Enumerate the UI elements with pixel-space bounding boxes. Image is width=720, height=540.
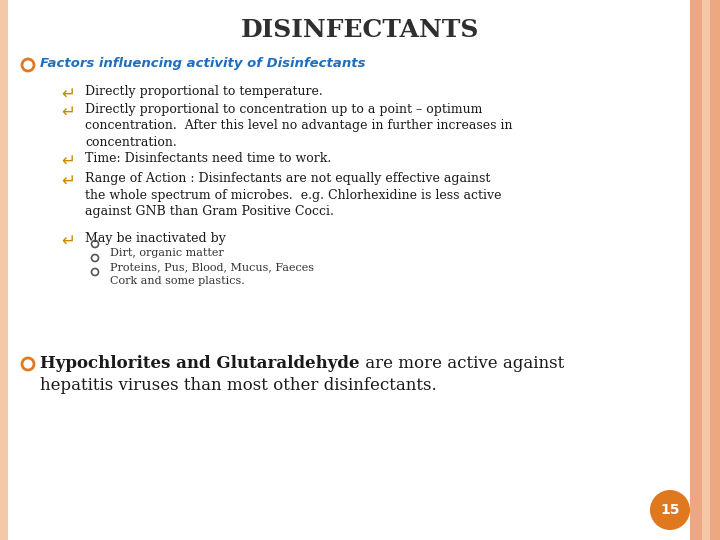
Text: 15: 15 [660,503,680,517]
Bar [0,0,8,540]
Text: Proteins, Pus, Blood, Mucus, Faeces: Proteins, Pus, Blood, Mucus, Faeces [110,262,314,272]
Bar [710,0,720,540]
Text: May be inactivated by: May be inactivated by [85,232,226,245]
Text: ↵: ↵ [61,152,75,170]
Text: Dirt, organic matter: Dirt, organic matter [110,248,224,258]
Text: Directly proportional to temperature.: Directly proportional to temperature. [85,85,323,98]
Text: DISINFECTANTS: DISINFECTANTS [240,18,480,42]
Text: ↵: ↵ [61,85,75,103]
Text: hepatitis viruses than most other disinfectants.: hepatitis viruses than most other disinf… [40,377,437,394]
Text: ↵: ↵ [61,172,75,190]
Text: Range of Action : Disinfectants are not equally effective against
the whole spec: Range of Action : Disinfectants are not … [85,172,502,218]
Text: Factors influencing activity of Disinfectants: Factors influencing activity of Disinfec… [40,57,366,71]
Text: are more active against: are more active against [359,355,564,373]
Circle shape [650,490,690,530]
Text: ↵: ↵ [61,232,75,250]
Text: Directly proportional to concentration up to a point – optimum
concentration.  A: Directly proportional to concentration u… [85,103,513,149]
Text: Time: Disinfectants need time to work.: Time: Disinfectants need time to work. [85,152,331,165]
Bar [700,0,720,540]
Text: Hypochlorites and Glutaraldehyde: Hypochlorites and Glutaraldehyde [40,355,359,373]
Bar [690,0,702,540]
Text: Cork and some plastics.: Cork and some plastics. [110,276,245,286]
Text: ↵: ↵ [61,103,75,121]
